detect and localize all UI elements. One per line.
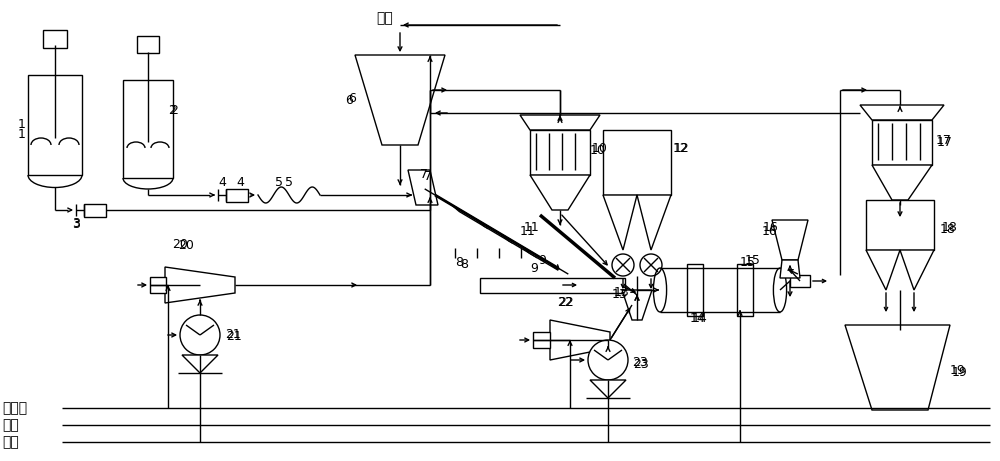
Polygon shape bbox=[521, 246, 558, 270]
Polygon shape bbox=[590, 380, 626, 398]
Text: 11: 11 bbox=[520, 225, 536, 238]
Bar bbox=[137, 36, 159, 53]
Text: 13: 13 bbox=[612, 289, 628, 301]
Text: 15: 15 bbox=[745, 254, 761, 266]
Bar bbox=[226, 189, 248, 202]
Text: 9: 9 bbox=[530, 261, 538, 274]
Text: 16: 16 bbox=[763, 221, 779, 235]
Bar bbox=[530, 130, 590, 175]
Polygon shape bbox=[165, 267, 235, 303]
Bar bbox=[480, 278, 625, 293]
Bar bbox=[43, 30, 67, 48]
Circle shape bbox=[612, 254, 634, 276]
Text: 4: 4 bbox=[236, 176, 244, 189]
Text: 12: 12 bbox=[674, 142, 690, 154]
Polygon shape bbox=[355, 55, 445, 145]
Text: 22: 22 bbox=[558, 296, 574, 308]
Bar bbox=[790, 275, 810, 287]
Polygon shape bbox=[860, 105, 944, 120]
Polygon shape bbox=[603, 195, 637, 250]
Text: 煤粉: 煤粉 bbox=[377, 11, 393, 25]
Text: 23: 23 bbox=[632, 355, 648, 368]
Text: 10: 10 bbox=[590, 143, 606, 156]
Polygon shape bbox=[780, 260, 800, 278]
Text: 20: 20 bbox=[178, 240, 194, 253]
Text: 6: 6 bbox=[348, 91, 356, 105]
Text: 空气: 空气 bbox=[2, 418, 19, 432]
Text: 22: 22 bbox=[557, 296, 573, 308]
Circle shape bbox=[588, 340, 628, 380]
Circle shape bbox=[180, 315, 220, 355]
Text: 16: 16 bbox=[762, 225, 778, 238]
Bar bbox=[737, 264, 753, 316]
Polygon shape bbox=[637, 195, 671, 250]
Text: 1: 1 bbox=[18, 129, 26, 142]
Polygon shape bbox=[772, 220, 808, 260]
Text: 9: 9 bbox=[538, 254, 546, 267]
Polygon shape bbox=[530, 175, 590, 210]
Text: 燃料气: 燃料气 bbox=[2, 401, 27, 415]
Text: 7: 7 bbox=[420, 169, 428, 182]
Text: 8: 8 bbox=[455, 255, 463, 268]
Text: 21: 21 bbox=[225, 329, 241, 342]
Bar bbox=[866, 200, 934, 250]
Text: 1: 1 bbox=[18, 118, 26, 131]
Polygon shape bbox=[900, 250, 934, 290]
Bar bbox=[872, 120, 932, 165]
Text: 4: 4 bbox=[218, 176, 226, 189]
Text: 5: 5 bbox=[275, 176, 283, 189]
Text: 15: 15 bbox=[740, 256, 756, 270]
Bar bbox=[28, 75, 82, 175]
Polygon shape bbox=[476, 219, 513, 243]
Polygon shape bbox=[622, 290, 652, 320]
Text: 12: 12 bbox=[673, 142, 689, 154]
Text: 10: 10 bbox=[592, 142, 608, 154]
Bar bbox=[533, 332, 550, 348]
Text: 8: 8 bbox=[460, 259, 468, 272]
Text: 5: 5 bbox=[285, 176, 293, 189]
Text: 23: 23 bbox=[633, 357, 649, 371]
Text: 7: 7 bbox=[424, 171, 432, 183]
Text: 氮气: 氮气 bbox=[2, 435, 19, 449]
Text: 14: 14 bbox=[692, 312, 708, 325]
Polygon shape bbox=[182, 355, 218, 373]
Bar bbox=[123, 80, 173, 178]
Polygon shape bbox=[872, 165, 932, 200]
Text: 19: 19 bbox=[950, 364, 966, 377]
Bar bbox=[84, 204, 106, 217]
Text: 2: 2 bbox=[168, 104, 176, 117]
Polygon shape bbox=[520, 115, 600, 130]
Bar bbox=[150, 277, 166, 293]
Polygon shape bbox=[408, 170, 438, 205]
Text: 17: 17 bbox=[936, 134, 952, 147]
Text: 17: 17 bbox=[937, 136, 953, 148]
Text: 18: 18 bbox=[940, 224, 956, 236]
Text: 2: 2 bbox=[170, 104, 178, 117]
Text: 21: 21 bbox=[226, 331, 242, 343]
Text: 20: 20 bbox=[172, 238, 188, 252]
Polygon shape bbox=[451, 205, 488, 229]
Polygon shape bbox=[501, 234, 537, 258]
Bar bbox=[687, 264, 703, 316]
Text: 3: 3 bbox=[72, 218, 80, 230]
Bar bbox=[603, 130, 671, 195]
Text: 14: 14 bbox=[690, 312, 706, 325]
Text: 6: 6 bbox=[345, 94, 353, 106]
Polygon shape bbox=[866, 250, 900, 290]
Text: 19: 19 bbox=[952, 366, 968, 378]
Polygon shape bbox=[845, 325, 950, 410]
Circle shape bbox=[640, 254, 662, 276]
Text: 13: 13 bbox=[614, 286, 630, 300]
Polygon shape bbox=[550, 320, 610, 360]
Text: 3: 3 bbox=[72, 219, 80, 231]
Text: 11: 11 bbox=[524, 221, 540, 235]
Text: 18: 18 bbox=[942, 221, 958, 235]
